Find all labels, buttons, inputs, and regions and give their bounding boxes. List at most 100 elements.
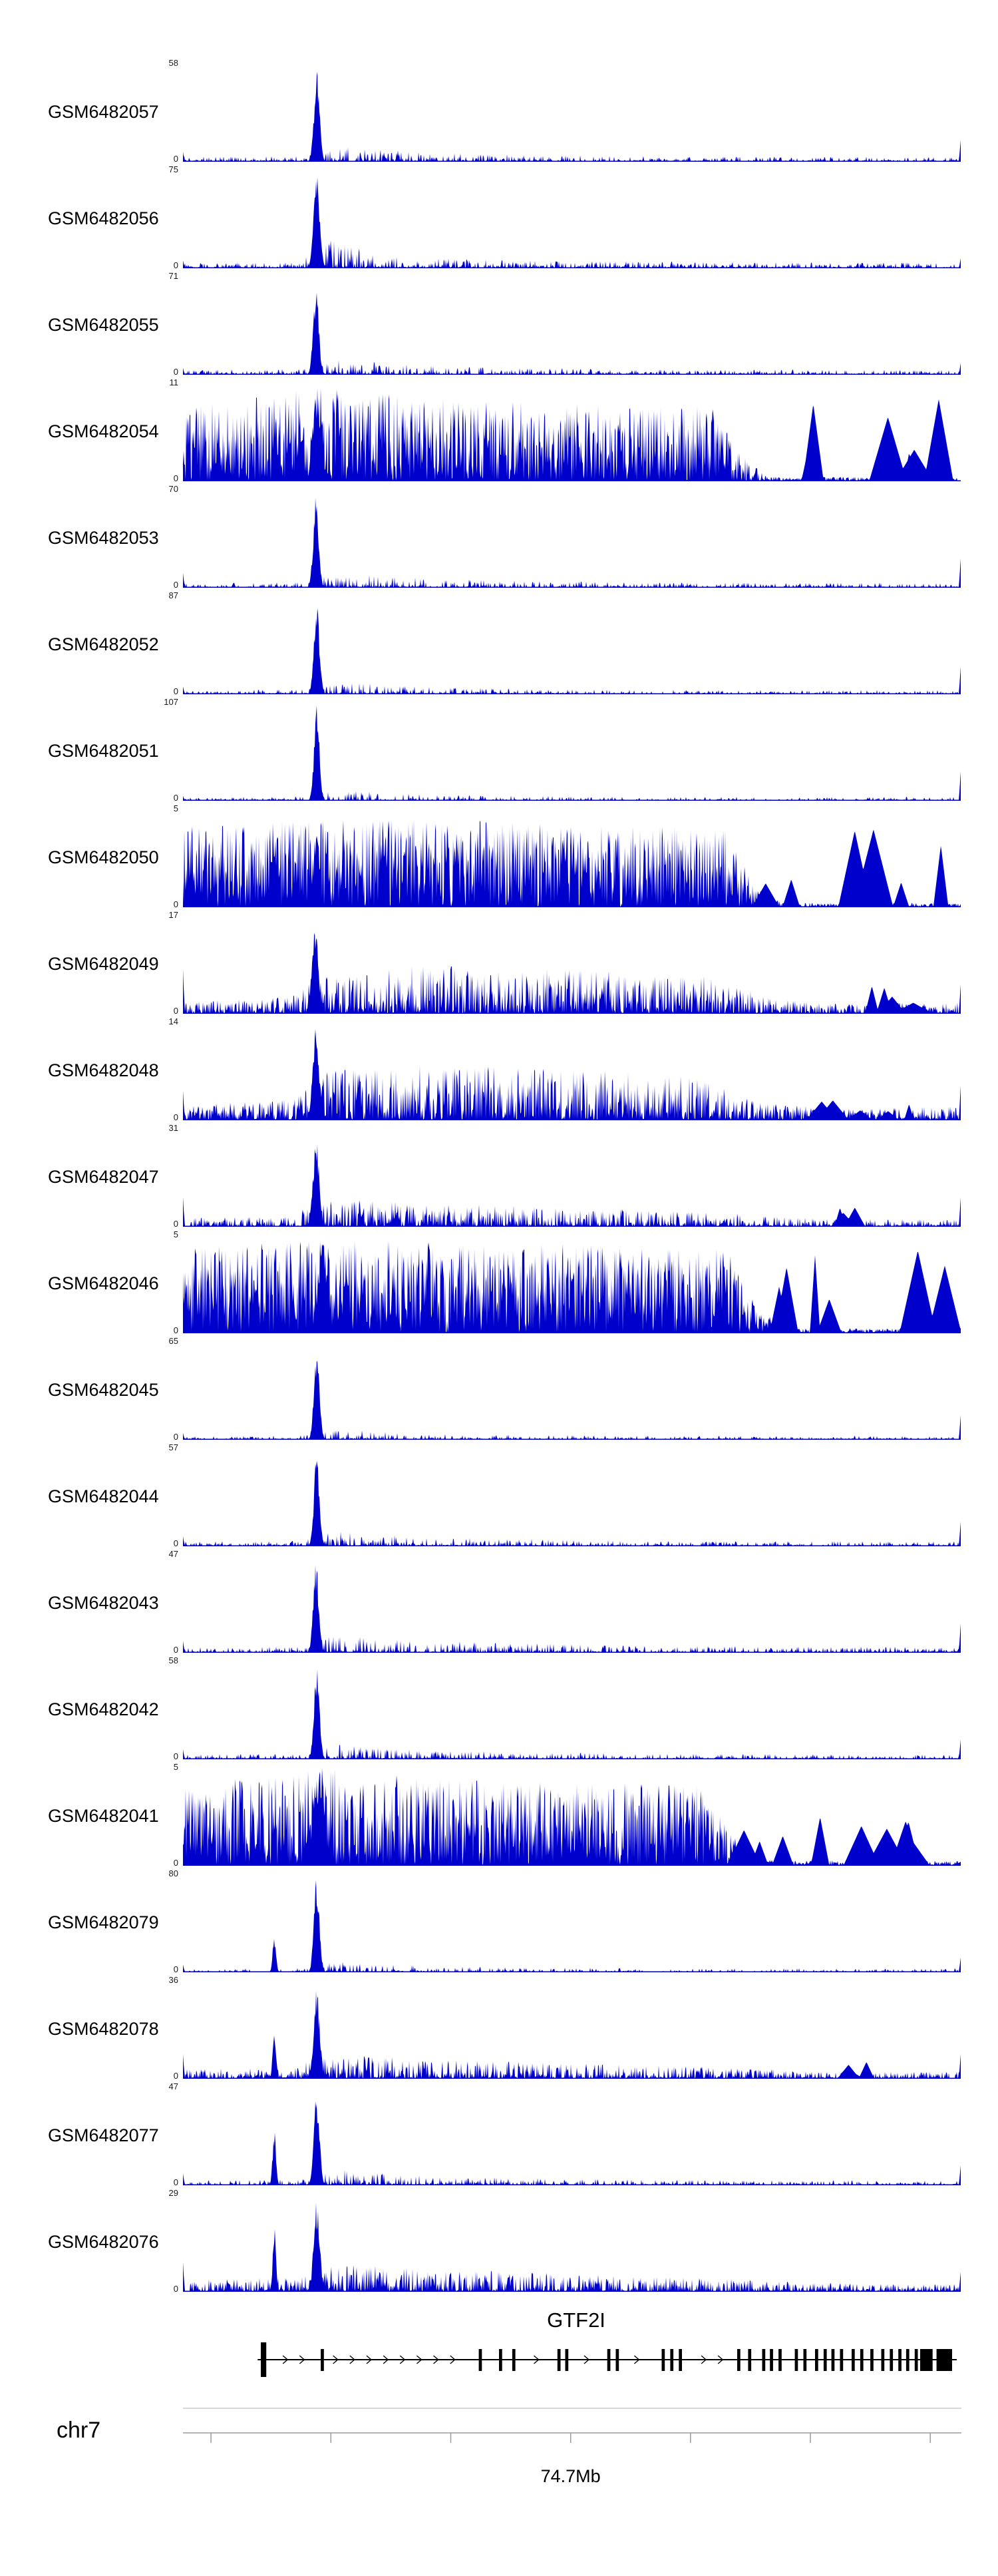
y-axis-max-label: 11 xyxy=(169,377,179,387)
track-label: GSM6482077 xyxy=(48,2125,159,2145)
coverage-area xyxy=(183,388,961,481)
strand-arrow-icon xyxy=(416,2355,422,2364)
coverage-area xyxy=(183,1669,961,1759)
track-row: GSM6482047 31 0 xyxy=(0,1123,998,1235)
y-axis-max-label: 36 xyxy=(168,1975,178,1985)
exon-box xyxy=(512,2349,516,2371)
track-label: GSM6482054 xyxy=(48,421,159,441)
y-axis-zero-label: 0 xyxy=(173,1645,178,1655)
track-label: GSM6482051 xyxy=(48,741,159,761)
exon-box xyxy=(823,2349,827,2371)
strand-arrow-icon xyxy=(583,2355,590,2364)
track-row: GSM6482041 5 0 xyxy=(0,1762,998,1874)
y-axis-zero-label: 0 xyxy=(173,1325,178,1335)
exon-box xyxy=(321,2349,324,2371)
exon-box xyxy=(881,2349,885,2371)
exon-box xyxy=(840,2349,844,2371)
y-axis-zero-label: 0 xyxy=(173,2071,178,2081)
track-label: GSM6482056 xyxy=(48,208,159,228)
strand-arrow-icon xyxy=(717,2355,724,2364)
strand-arrow-icon xyxy=(433,2355,439,2364)
track-label: GSM6482052 xyxy=(48,634,159,654)
track-row: GSM6482078 36 0 xyxy=(0,1975,998,2087)
exon-box xyxy=(852,2349,855,2371)
y-axis-zero-label: 0 xyxy=(173,899,178,909)
exon-box xyxy=(936,2349,952,2371)
track-row: GSM6482051 107 0 xyxy=(0,697,998,809)
y-axis-max-label: 107 xyxy=(164,697,178,707)
y-axis-max-label: 57 xyxy=(168,1442,178,1452)
coverage-area xyxy=(183,1144,961,1227)
exon-box xyxy=(831,2349,835,2371)
coverage-signal-plot xyxy=(183,388,961,481)
track-row: GSM6482048 14 0 xyxy=(0,1016,998,1128)
exon-box xyxy=(499,2349,502,2371)
track-label: GSM6482079 xyxy=(48,1912,159,1932)
y-axis-max-label: 29 xyxy=(168,2188,178,2198)
coverage-signal-plot xyxy=(183,1990,961,2079)
track-row: GSM6482052 87 0 xyxy=(0,590,998,702)
exon-box xyxy=(670,2349,674,2371)
exon-box xyxy=(478,2349,482,2371)
coverage-signal-plot xyxy=(183,292,961,375)
track-label: GSM6482076 xyxy=(48,2232,159,2252)
y-axis-zero-label: 0 xyxy=(173,1964,178,1974)
coverage-signal-plot xyxy=(183,177,961,268)
coverage-signal-plot xyxy=(183,1144,961,1227)
track-row: GSM6482077 47 0 xyxy=(0,2081,998,2193)
y-axis-zero-label: 0 xyxy=(173,1751,178,1761)
track-row: GSM6482044 57 0 xyxy=(0,1442,998,1554)
y-axis-zero-label: 0 xyxy=(173,260,178,270)
y-axis-max-label: 5 xyxy=(173,1229,178,1239)
track-row: GSM6482054 11 0 xyxy=(0,377,998,489)
coverage-area xyxy=(183,292,961,375)
coverage-signal-plot xyxy=(183,1768,961,1866)
coverage-signal-plot xyxy=(183,497,961,588)
exon-box xyxy=(557,2349,561,2371)
y-axis-zero-label: 0 xyxy=(173,367,178,377)
coverage-area xyxy=(183,71,961,162)
track-label: GSM6482043 xyxy=(48,1593,159,1613)
exon-box xyxy=(906,2349,910,2371)
y-axis-max-label: 17 xyxy=(168,910,178,920)
strand-arrow-icon xyxy=(534,2355,540,2364)
exon-box xyxy=(794,2349,798,2371)
coverage-signal-plot xyxy=(183,1564,961,1653)
y-axis-max-label: 71 xyxy=(168,271,178,281)
strand-arrow-icon xyxy=(282,2355,289,2364)
exon-box xyxy=(770,2349,773,2371)
y-axis-max-label: 47 xyxy=(168,1549,178,1559)
track-row: GSM6482042 58 0 xyxy=(0,1655,998,1767)
coverage-area xyxy=(183,1029,961,1120)
strand-arrow-icon xyxy=(383,2355,389,2364)
exon-box xyxy=(920,2349,933,2371)
strand-arrow-icon xyxy=(701,2355,707,2364)
coverage-signal-plot xyxy=(183,1240,961,1333)
coverage-signal-plot xyxy=(183,1880,961,1972)
y-axis-zero-label: 0 xyxy=(173,1432,178,1442)
track-row: GSM6482057 58 0 xyxy=(0,58,998,170)
y-axis-max-label: 87 xyxy=(168,590,178,600)
y-axis-max-label: 58 xyxy=(168,58,178,68)
exon-box xyxy=(679,2349,682,2371)
coverage-area xyxy=(183,1768,961,1866)
exon-box xyxy=(615,2349,619,2371)
coverage-area xyxy=(183,1880,961,1972)
track-label: GSM6482050 xyxy=(48,847,159,867)
coverage-signal-plot xyxy=(183,608,961,694)
gene-model-section: GTF2I xyxy=(0,2303,998,2403)
exon-box xyxy=(860,2349,864,2371)
exon-box xyxy=(762,2349,766,2371)
exon-box xyxy=(815,2349,818,2371)
y-axis-max-label: 58 xyxy=(168,1655,178,1665)
coverage-area xyxy=(183,819,961,907)
track-label: GSM6482045 xyxy=(48,1380,159,1400)
track-label: GSM6482057 xyxy=(48,102,159,122)
exon-box xyxy=(565,2349,569,2371)
exon-box xyxy=(914,2349,918,2371)
coverage-signal-plot xyxy=(183,71,961,162)
exon-box xyxy=(803,2349,807,2371)
strand-arrow-icon xyxy=(349,2355,355,2364)
exon-box xyxy=(870,2349,874,2371)
